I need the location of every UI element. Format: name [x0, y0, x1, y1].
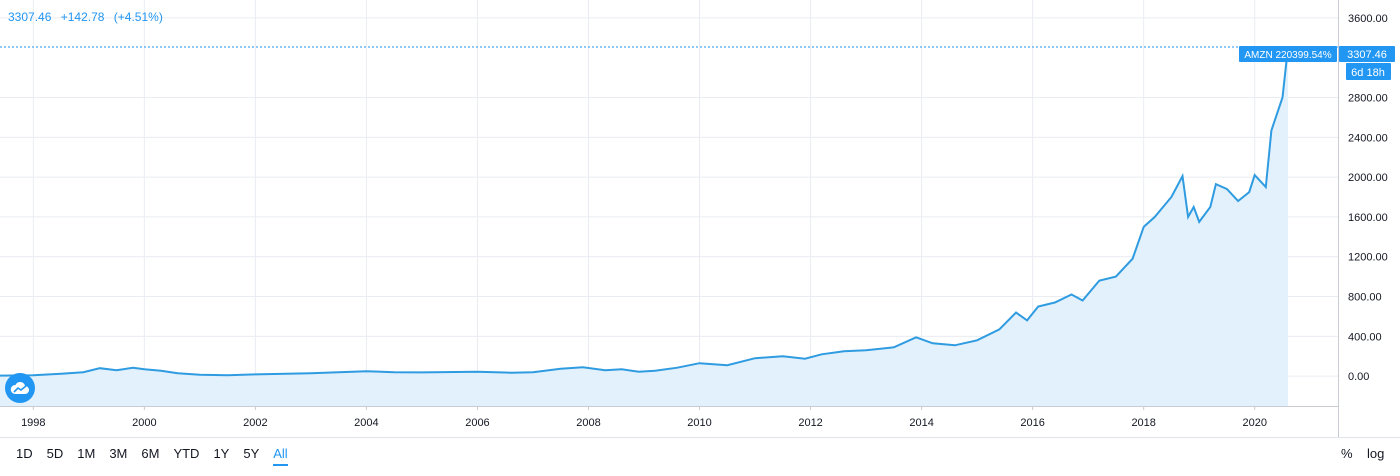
x-tick-label: 2020	[1242, 417, 1266, 429]
y-tick-label: 1200.00	[1348, 252, 1388, 264]
x-tick-label: 2002	[243, 417, 267, 429]
x-tick-label: 2000	[132, 417, 156, 429]
range-1m[interactable]: 1M	[77, 446, 96, 461]
y-tick-label: 2000.00	[1348, 172, 1388, 184]
y-tick-label: 400.00	[1348, 331, 1382, 343]
percent-scale-toggle[interactable]: %	[1341, 446, 1353, 461]
bar-countdown: 6d 18h	[1351, 67, 1385, 79]
countdown-tag: 6d 18h	[1346, 63, 1391, 80]
range-3m[interactable]: 3M	[109, 446, 128, 461]
last-price-tag: 3307.46	[1339, 46, 1395, 62]
y-tick-label: 800.00	[1348, 292, 1382, 304]
x-tick-label: 2010	[687, 417, 711, 429]
price-change: +142.78	[60, 10, 105, 24]
last-price: 3307.46	[8, 10, 52, 24]
x-tick-label: 2016	[1020, 417, 1044, 429]
range-all[interactable]: All	[273, 446, 288, 466]
cloud-icon	[10, 381, 29, 394]
price-area-fill	[0, 47, 1288, 406]
y-tick-label: 2800.00	[1348, 93, 1388, 105]
x-tick-label: 2008	[576, 417, 600, 429]
date-range-selector: 1D 5D 1M 3M 6M YTD 1Y 5Y All	[16, 446, 302, 466]
x-tick-label: 2018	[1131, 417, 1155, 429]
price-line	[0, 46, 1289, 377]
last-price-value: 3307.46	[1347, 49, 1387, 61]
x-tick-label: 2006	[465, 417, 489, 429]
y-tick-label: 2400.00	[1348, 132, 1388, 144]
log-scale-toggle[interactable]: log	[1367, 446, 1385, 461]
range-ytd[interactable]: YTD	[173, 446, 200, 461]
time-axis: 1998 2000 2002 2004 2006 2008 2010 2012 2014 2016…	[21, 406, 1267, 429]
x-tick-label: 2004	[354, 417, 378, 429]
range-5d[interactable]: 5D	[46, 446, 64, 461]
cloud-logo-icon[interactable]	[5, 373, 35, 403]
y-tick-label: 3600.00	[1348, 13, 1388, 25]
chart-grid	[0, 0, 1338, 406]
symbol-percent-label: AMZN 220399.54%	[1244, 50, 1331, 61]
y-tick-label: 0.00	[1348, 371, 1369, 383]
x-tick-label: 2014	[909, 417, 933, 429]
symbol-price-tag: AMZN 220399.54%	[1239, 46, 1337, 62]
range-5y[interactable]: 5Y	[243, 446, 260, 461]
range-1d[interactable]: 1D	[16, 446, 33, 461]
range-1y[interactable]: 1Y	[213, 446, 230, 461]
price-axis: 0.00 400.00 800.00 1200.00 1600.00 2000.00 240…	[1348, 13, 1388, 383]
y-tick-label: 1600.00	[1348, 212, 1388, 224]
bottom-toolbar: 1D 5D 1M 3M 6M YTD 1Y 5Y All % log	[0, 437, 1400, 476]
x-tick-label: 1998	[21, 417, 45, 429]
x-tick-label: 2012	[798, 417, 822, 429]
price-change-percent: (+4.51%)	[113, 10, 163, 24]
quote-summary: 3307.46 +142.78 (+4.51%)	[8, 10, 169, 24]
range-6m[interactable]: 6M	[141, 446, 160, 461]
